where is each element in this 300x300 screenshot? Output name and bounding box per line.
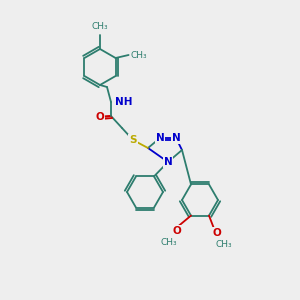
Text: S: S xyxy=(129,135,137,145)
Text: O: O xyxy=(213,228,221,238)
Text: NH: NH xyxy=(115,97,133,107)
Text: N: N xyxy=(156,133,164,143)
Text: O: O xyxy=(96,112,104,122)
Text: CH₃: CH₃ xyxy=(92,22,108,31)
Text: CH₃: CH₃ xyxy=(161,238,177,247)
Text: CH₃: CH₃ xyxy=(216,240,232,249)
Text: N: N xyxy=(164,157,172,167)
Text: CH₃: CH₃ xyxy=(130,50,147,59)
Text: N: N xyxy=(172,133,180,143)
Text: O: O xyxy=(172,226,182,236)
